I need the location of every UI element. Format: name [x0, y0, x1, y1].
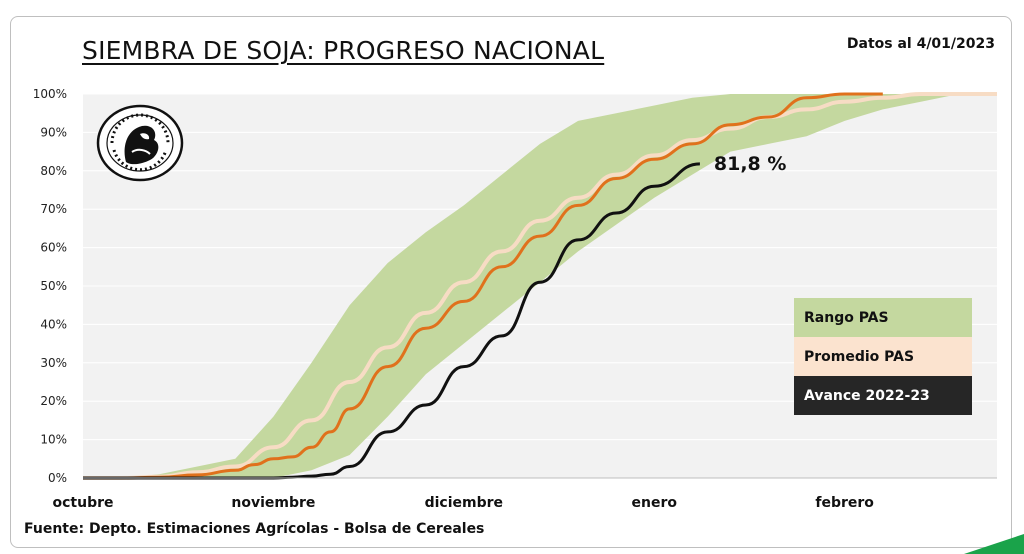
y-tick-label: 50% [40, 279, 67, 293]
end-value-label: 81,8 % [714, 153, 787, 175]
x-tick-label: febrero [815, 495, 874, 511]
x-tick-label: octubre [53, 495, 114, 511]
x-axis-ticks: octubre noviembre diciembre enero febrero [53, 495, 875, 511]
y-axis-ticks: 0% 10% 20% 30% 40% 50% 60% 70% 80% 90% 100% [33, 87, 67, 485]
y-tick-label: 30% [40, 356, 67, 370]
average-line [83, 92, 997, 480]
y-tick-label: 100% [33, 87, 67, 101]
y-tick-label: 0% [48, 471, 67, 485]
y-tick-label: 80% [40, 164, 67, 178]
y-tick-label: 90% [40, 125, 67, 139]
legend-average-pas: Promedio PAS [794, 337, 972, 376]
corner-decoration [964, 534, 1024, 554]
chart-title: SIEMBRA DE SOJA: PROGRESO NACIONAL [82, 36, 605, 65]
source-note: Fuente: Depto. Estimaciones Agrícolas - … [24, 521, 485, 537]
y-tick-label: 60% [40, 241, 67, 255]
legend-current-season: Avance 2022-23 [794, 376, 972, 415]
data-date-note: Datos al 4/01/2023 [846, 36, 995, 52]
bolsa-de-cereales-seal-icon [96, 104, 184, 182]
x-tick-label: diciembre [425, 495, 503, 511]
y-tick-label: 70% [40, 202, 67, 216]
y-tick-label: 40% [40, 317, 67, 331]
x-tick-label: noviembre [231, 495, 315, 511]
orange-series-line [83, 92, 883, 480]
x-tick-label: enero [632, 495, 678, 511]
y-tick-label: 10% [40, 433, 67, 447]
range-area [83, 94, 997, 478]
y-tick-label: 20% [40, 394, 67, 408]
legend-range-pas: Rango PAS [794, 298, 972, 337]
